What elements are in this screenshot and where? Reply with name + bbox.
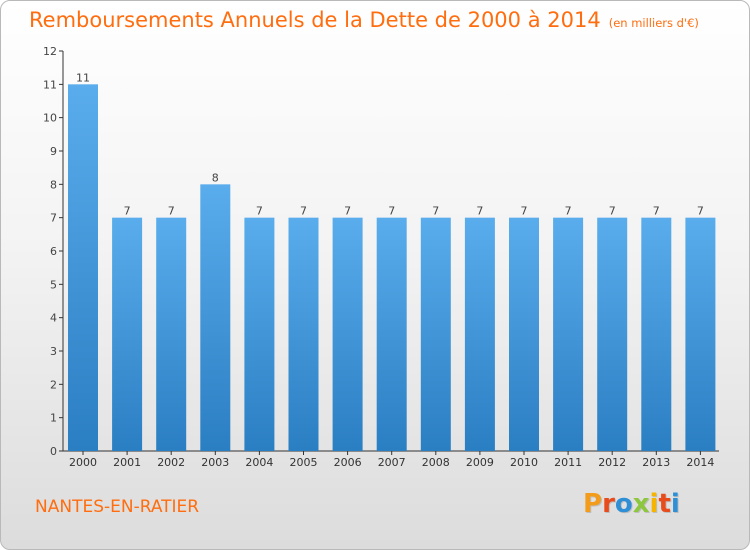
x-tick-label: 2007 bbox=[378, 456, 406, 469]
bar-value-label: 7 bbox=[653, 205, 660, 218]
y-tick-label: 6 bbox=[50, 245, 57, 258]
y-tick-label: 2 bbox=[50, 378, 57, 391]
brand-letter: x bbox=[632, 489, 650, 519]
data-labels: 11 7 7 8 7 7 7 7 7 7 7 7 7 7 7 bbox=[76, 71, 704, 217]
x-tick-label: 2012 bbox=[598, 456, 626, 469]
bar-value-label: 7 bbox=[256, 205, 263, 218]
y-tick-label: 5 bbox=[50, 278, 57, 291]
bar-value-label: 7 bbox=[697, 205, 704, 218]
bar-value-label: 7 bbox=[432, 205, 439, 218]
x-tick-label: 2008 bbox=[422, 456, 450, 469]
brand-letter: P bbox=[583, 489, 603, 519]
x-tick-label: 2011 bbox=[554, 456, 582, 469]
proxiti-logo[interactable]: Proxiti bbox=[583, 489, 680, 519]
bar-value-label: 7 bbox=[476, 205, 483, 218]
bars bbox=[68, 84, 716, 452]
bar bbox=[420, 217, 451, 451]
bar bbox=[509, 217, 539, 451]
chart-unit: (en milliers d'€) bbox=[608, 16, 699, 30]
bar-value-label: 7 bbox=[609, 205, 616, 218]
bar bbox=[200, 184, 231, 452]
bar bbox=[288, 217, 319, 451]
bar bbox=[156, 217, 187, 451]
x-tick-label: 2006 bbox=[334, 456, 362, 469]
bar-value-label: 7 bbox=[124, 205, 131, 218]
commune-name: NANTES-EN-RATIER bbox=[35, 497, 200, 517]
x-tick-label: 2000 bbox=[69, 456, 97, 469]
bar-value-label: 8 bbox=[212, 171, 219, 184]
bar bbox=[553, 217, 584, 451]
x-tick-label: 2010 bbox=[510, 456, 538, 469]
bar bbox=[376, 217, 407, 451]
x-tick-label: 2013 bbox=[642, 456, 670, 469]
x-tick-label: 2005 bbox=[290, 456, 318, 469]
bar bbox=[68, 84, 98, 451]
x-tick-label: 2003 bbox=[201, 456, 229, 469]
y-tick-label: 10 bbox=[43, 112, 57, 125]
brand-letter: o bbox=[614, 489, 633, 519]
brand-letter: i bbox=[649, 489, 659, 519]
y-tick-label: 4 bbox=[50, 312, 57, 325]
bar-value-label: 7 bbox=[300, 205, 307, 218]
bar bbox=[464, 217, 495, 451]
x-tick-label: 2001 bbox=[113, 456, 141, 469]
bar bbox=[597, 217, 628, 451]
brand-letter: i bbox=[670, 489, 680, 519]
bar-value-label: 11 bbox=[76, 71, 90, 84]
y-tick-label: 8 bbox=[50, 178, 57, 191]
y-tick-label: 1 bbox=[50, 412, 57, 425]
bar-value-label: 7 bbox=[521, 205, 528, 218]
x-tick-label: 2002 bbox=[157, 456, 185, 469]
bar bbox=[244, 217, 275, 451]
y-tick-label: 11 bbox=[43, 78, 57, 91]
chart-title: Remboursements Annuels de la Dette de 20… bbox=[29, 8, 699, 32]
brand-letter: r bbox=[602, 489, 615, 519]
y-tick-label: 7 bbox=[50, 212, 57, 225]
bar bbox=[641, 217, 672, 451]
bar bbox=[332, 217, 363, 451]
bar bbox=[685, 217, 716, 451]
x-tick-label: 2009 bbox=[466, 456, 494, 469]
y-tick-label: 12 bbox=[43, 45, 57, 58]
x-tick-label: 2004 bbox=[245, 456, 273, 469]
x-tick-label: 2014 bbox=[686, 456, 714, 469]
bar-value-label: 7 bbox=[565, 205, 572, 218]
bar-value-label: 7 bbox=[344, 205, 351, 218]
bar-value-label: 7 bbox=[388, 205, 395, 218]
y-tick-label: 3 bbox=[50, 345, 57, 358]
bar bbox=[112, 217, 143, 451]
brand-letter: t bbox=[658, 489, 671, 519]
bar-value-label: 7 bbox=[168, 205, 175, 218]
chart-title-text: Remboursements Annuels de la Dette de 20… bbox=[29, 8, 601, 32]
y-tick-label: 9 bbox=[50, 145, 57, 158]
y-tick-label: 0 bbox=[50, 445, 57, 458]
